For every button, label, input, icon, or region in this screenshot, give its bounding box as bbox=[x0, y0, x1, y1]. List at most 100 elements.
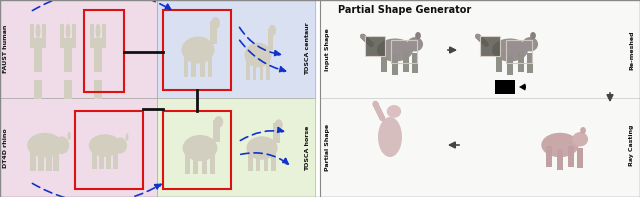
Ellipse shape bbox=[572, 132, 588, 146]
Bar bbox=[68, 80, 72, 99]
Bar bbox=[163, 111, 231, 189]
Ellipse shape bbox=[182, 36, 214, 63]
Bar bbox=[157, 0, 315, 98]
Bar bbox=[527, 53, 533, 73]
Bar bbox=[64, 38, 72, 72]
Bar bbox=[38, 80, 42, 99]
Bar bbox=[211, 148, 215, 174]
Bar bbox=[202, 148, 207, 174]
Wedge shape bbox=[519, 84, 526, 90]
Bar bbox=[210, 21, 217, 44]
Bar bbox=[412, 53, 418, 73]
Text: Partial Shape: Partial Shape bbox=[326, 124, 330, 171]
Bar bbox=[0, 0, 157, 98]
Ellipse shape bbox=[27, 133, 63, 158]
Bar bbox=[547, 146, 552, 167]
Ellipse shape bbox=[89, 134, 121, 157]
Bar bbox=[0, 98, 157, 197]
Ellipse shape bbox=[95, 23, 100, 38]
Bar bbox=[30, 23, 34, 48]
Text: Re-meshed: Re-meshed bbox=[630, 30, 634, 70]
Ellipse shape bbox=[68, 132, 71, 140]
Bar bbox=[191, 50, 196, 77]
Bar bbox=[200, 50, 205, 77]
Bar bbox=[0, 0, 157, 98]
Ellipse shape bbox=[182, 135, 218, 161]
Bar bbox=[480, 36, 500, 56]
Bar bbox=[72, 23, 76, 48]
Ellipse shape bbox=[387, 105, 401, 118]
Bar bbox=[38, 148, 44, 171]
Bar bbox=[157, 98, 315, 197]
Bar bbox=[0, 98, 157, 197]
Bar bbox=[53, 148, 59, 171]
FancyArrowPatch shape bbox=[362, 36, 371, 45]
Bar bbox=[403, 51, 409, 72]
Bar bbox=[157, 0, 315, 98]
Bar bbox=[94, 38, 102, 72]
Text: DT4D rhino: DT4D rhino bbox=[3, 128, 8, 168]
Bar bbox=[163, 10, 231, 90]
Ellipse shape bbox=[269, 25, 276, 36]
FancyArrowPatch shape bbox=[477, 36, 486, 45]
Bar bbox=[495, 80, 515, 94]
Bar bbox=[381, 51, 387, 72]
Ellipse shape bbox=[541, 133, 579, 157]
Bar bbox=[65, 80, 68, 99]
Bar bbox=[507, 55, 513, 75]
Ellipse shape bbox=[275, 119, 283, 130]
Bar bbox=[46, 148, 52, 171]
Bar bbox=[157, 98, 315, 197]
Text: Ray Casting: Ray Casting bbox=[630, 124, 634, 166]
Ellipse shape bbox=[415, 32, 421, 39]
Bar bbox=[518, 51, 524, 72]
Ellipse shape bbox=[492, 38, 528, 61]
Text: Input Shape: Input Shape bbox=[326, 29, 330, 71]
Bar bbox=[102, 23, 106, 48]
Bar bbox=[34, 38, 42, 72]
Text: TOSCA centaur: TOSCA centaur bbox=[305, 23, 310, 75]
Bar bbox=[99, 148, 104, 169]
Text: FAUST human: FAUST human bbox=[3, 25, 8, 73]
Ellipse shape bbox=[530, 32, 536, 39]
Bar bbox=[506, 40, 532, 63]
Bar bbox=[208, 50, 212, 77]
Bar bbox=[273, 123, 280, 143]
Bar bbox=[75, 111, 143, 189]
Ellipse shape bbox=[244, 43, 271, 67]
Ellipse shape bbox=[65, 23, 70, 38]
Bar bbox=[95, 80, 97, 99]
Bar bbox=[568, 146, 573, 167]
Ellipse shape bbox=[125, 133, 129, 141]
Bar bbox=[193, 148, 198, 174]
Ellipse shape bbox=[246, 136, 278, 160]
Bar bbox=[256, 148, 260, 171]
Bar bbox=[106, 148, 111, 169]
Bar bbox=[266, 55, 269, 80]
Bar bbox=[365, 36, 385, 56]
Text: TOSCA horse: TOSCA horse bbox=[305, 125, 310, 171]
Bar bbox=[260, 55, 264, 80]
Ellipse shape bbox=[54, 137, 69, 154]
Bar bbox=[497, 51, 502, 72]
Ellipse shape bbox=[407, 37, 423, 51]
Bar bbox=[92, 148, 97, 169]
Ellipse shape bbox=[36, 23, 40, 38]
Bar bbox=[99, 80, 102, 99]
Ellipse shape bbox=[211, 17, 220, 29]
Ellipse shape bbox=[580, 127, 586, 134]
FancyArrowPatch shape bbox=[375, 103, 383, 119]
Text: Partial Shape Generator: Partial Shape Generator bbox=[338, 5, 471, 15]
Bar bbox=[212, 120, 220, 142]
Ellipse shape bbox=[113, 138, 127, 153]
Bar bbox=[35, 80, 38, 99]
Bar bbox=[90, 23, 94, 48]
Bar bbox=[42, 23, 45, 48]
Ellipse shape bbox=[377, 38, 413, 61]
Bar bbox=[113, 148, 118, 169]
Bar bbox=[271, 148, 276, 171]
Bar bbox=[60, 23, 64, 48]
Bar bbox=[392, 40, 417, 63]
Bar bbox=[557, 150, 563, 170]
Bar bbox=[185, 148, 189, 174]
